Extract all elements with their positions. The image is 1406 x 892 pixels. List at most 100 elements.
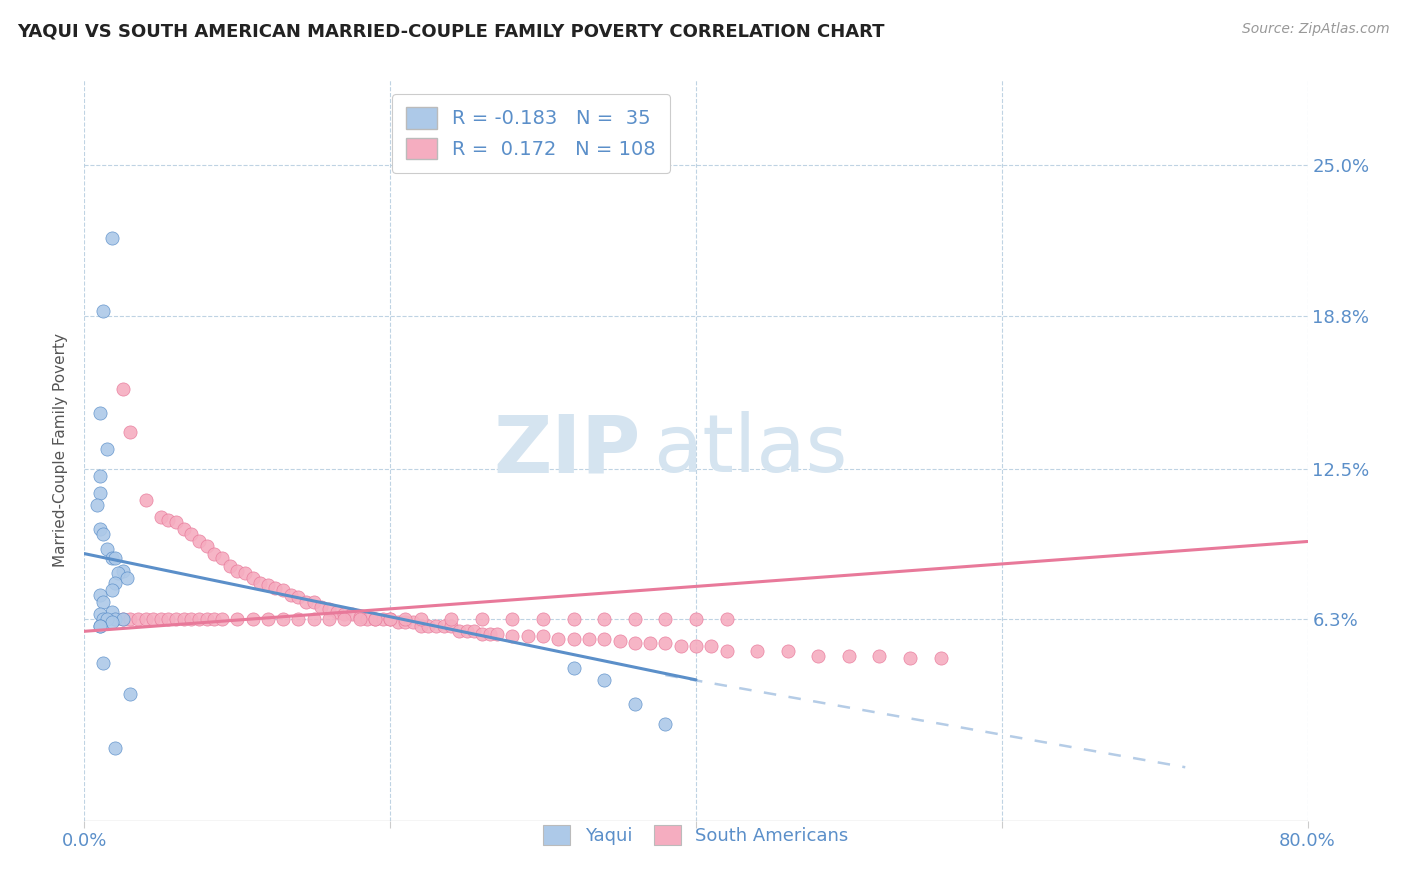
Point [349,609,371,624]
Point [349,612,371,626]
Point [226,612,249,626]
Point [685,612,707,626]
Point [486,626,509,640]
Point [325,605,347,619]
Point [409,612,432,626]
Point [516,629,538,643]
Text: Source: ZipAtlas.com: Source: ZipAtlas.com [1241,22,1389,37]
Point [111,564,134,578]
Point [593,632,616,646]
Point [838,648,860,663]
Point [149,612,172,626]
Point [195,612,218,626]
Point [387,615,409,629]
Point [669,639,692,653]
Point [271,582,294,597]
Point [609,634,631,648]
Point [624,697,647,711]
Point [101,231,124,245]
Point [929,651,952,665]
Point [869,648,891,663]
Point [111,612,134,626]
Point [638,636,661,650]
Point [402,615,425,629]
Point [380,612,402,626]
Point [173,522,195,536]
Point [188,612,211,626]
Point [120,612,142,626]
Point [593,612,616,626]
Point [654,612,676,626]
Point [91,304,114,318]
Point [471,626,494,640]
Point [104,740,127,755]
Point [340,607,363,622]
Point [531,629,554,643]
Point [101,615,124,629]
Point [593,673,616,687]
Point [96,612,118,626]
Point [456,624,478,639]
Point [91,595,114,609]
Point [111,612,134,626]
Point [211,612,233,626]
Point [716,644,738,658]
Point [502,612,524,626]
Point [104,575,127,590]
Point [257,578,280,592]
Point [180,612,202,626]
Point [202,547,225,561]
Point [111,382,134,396]
Point [364,612,387,626]
Point [242,612,264,626]
Point [409,619,432,633]
Point [264,581,287,595]
Point [716,612,738,626]
Point [101,605,124,619]
Point [562,661,585,675]
Point [101,582,124,597]
Point [91,527,114,541]
Point [142,612,165,626]
Point [463,624,485,639]
Point [440,619,463,633]
Point [776,644,799,658]
Point [425,619,447,633]
Point [96,442,118,457]
Point [747,644,769,658]
Point [318,612,340,626]
Point [418,619,440,633]
Point [211,551,233,566]
Point [685,639,707,653]
Point [218,558,240,573]
Point [89,607,111,622]
Point [233,566,256,580]
Point [531,612,554,626]
Point [89,406,111,420]
Point [86,498,108,512]
Point [89,486,111,500]
Point [394,615,416,629]
Point [157,513,180,527]
Point [89,522,111,536]
Point [624,612,647,626]
Point [624,636,647,650]
Point [433,619,456,633]
Point [249,575,271,590]
Point [654,636,676,650]
Point [188,534,211,549]
Point [700,639,723,653]
Point [149,510,172,524]
Text: atlas: atlas [654,411,848,490]
Point [562,632,585,646]
Point [127,612,149,626]
Point [447,624,470,639]
Point [242,571,264,585]
Point [115,571,138,585]
Point [311,600,333,615]
Point [807,648,830,663]
Point [173,612,195,626]
Point [180,527,202,541]
Point [157,612,180,626]
Point [654,716,676,731]
